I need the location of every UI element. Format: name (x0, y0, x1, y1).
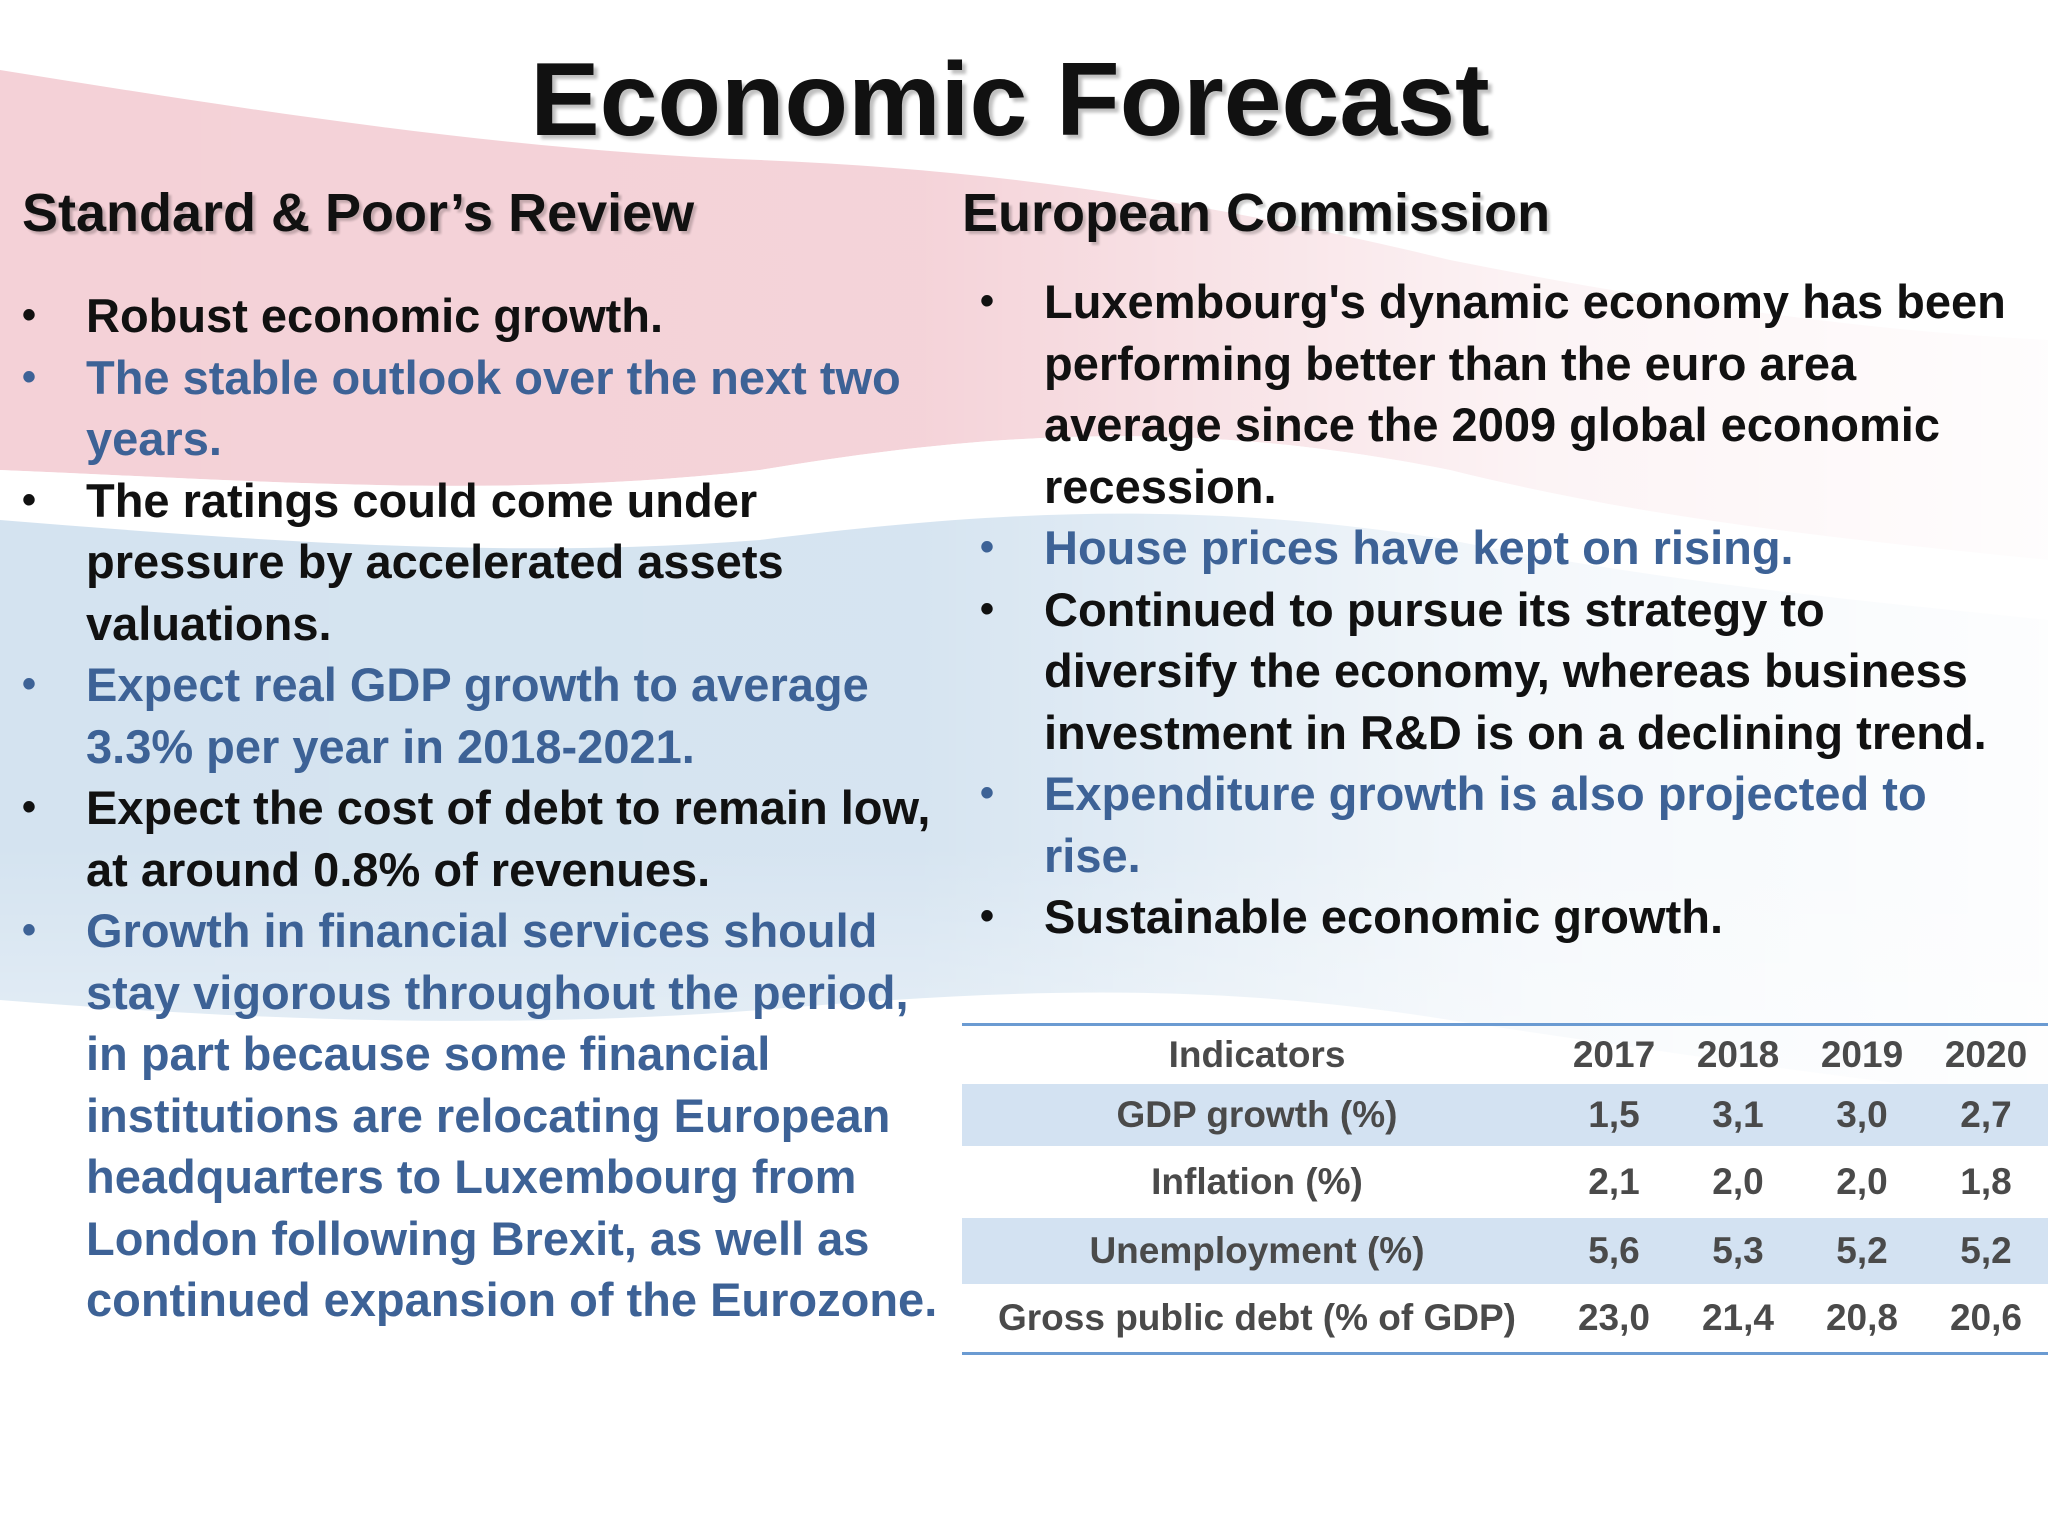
left-bullet-item: • Growth in financial services should st… (22, 900, 942, 1331)
right-bullet-item: • House prices have kept on rising. (980, 517, 2020, 579)
bullet-icon: • (22, 908, 37, 952)
indicators-table: Indicators 2017 2018 2019 2020 GDP growt… (962, 1023, 2048, 1355)
bullet-icon: • (980, 771, 995, 815)
table-cell: 1,8 (1960, 1161, 2012, 1202)
left-bullet-item: • The stable outlook over the next two y… (22, 347, 942, 470)
bullet-text: House prices have kept on rising. (1044, 521, 1794, 574)
row-label: Gross public debt (% of GDP) (997, 1297, 1517, 1338)
table-row: GDP growth (%) 1,5 3,1 3,0 2,7 (962, 1084, 2048, 1146)
column-header-indicators: Indicators (1168, 1034, 1346, 1075)
right-bullet-item: • Continued to pursue its strategy to di… (980, 579, 2020, 764)
bullet-text: Continued to pursue its strategy to dive… (1044, 582, 1987, 759)
bullet-text: Luxembourg's dynamic economy has been pe… (1044, 275, 2006, 513)
table-cell: 5,2 (1836, 1230, 1888, 1271)
slide-title: Economic Forecast (530, 42, 1490, 158)
bullet-text: The ratings could come under pressure by… (86, 473, 784, 650)
right-bullet-item: • Luxembourg's dynamic economy has been … (980, 271, 2020, 517)
table-cell: 23,0 (1577, 1297, 1650, 1338)
bullet-text: Sustainable economic growth. (1044, 890, 1723, 943)
column-header-2017: 2017 (1572, 1034, 1656, 1075)
column-header-2020: 2020 (1944, 1034, 2028, 1075)
table-cell: 21,4 (1701, 1297, 1774, 1338)
table-row: Unemployment (%) 5,6 5,3 5,2 5,2 (962, 1218, 2048, 1284)
column-header-2019: 2019 (1820, 1034, 1904, 1075)
left-column-heading: Standard & Poor’s Review (22, 183, 695, 243)
table-row: Gross public debt (% of GDP) 23,0 21,4 2… (962, 1284, 2048, 1354)
left-bullet-list: • Robust economic growth. • The stable o… (22, 285, 942, 1331)
right-bullet-item: • Expenditure growth is also projected t… (980, 763, 2020, 886)
table-cell: 2,7 (1960, 1094, 2012, 1135)
left-bullet-item: • The ratings could come under pressure … (22, 470, 942, 655)
bullet-text: Expect the cost of debt to remain low, a… (86, 781, 931, 896)
row-label: Inflation (%) (1151, 1161, 1363, 1202)
table-cell: 1,5 (1588, 1094, 1640, 1135)
bullet-icon: • (980, 279, 995, 323)
right-bullet-list: • Luxembourg's dynamic economy has been … (980, 271, 2020, 948)
table-cell: 3,0 (1836, 1094, 1888, 1135)
table-cell: 2,0 (1712, 1161, 1764, 1202)
bullet-icon: • (980, 586, 995, 631)
bullet-text: Expenditure growth is also projected to … (1044, 767, 1927, 882)
bullet-text: The stable outlook over the next two yea… (86, 350, 901, 466)
left-bullet-item: • Robust economic growth. (22, 285, 942, 347)
left-bullet-item: • Expect the cost of debt to remain low,… (22, 777, 942, 900)
right-column-heading: European Commission (962, 183, 1551, 243)
table-cell: 20,6 (1949, 1297, 2022, 1338)
table-cell: 2,0 (1836, 1161, 1888, 1202)
bullet-icon: • (22, 785, 37, 829)
bullet-text: Expect real GDP growth to average 3.3% p… (86, 658, 869, 773)
table-row: Inflation (%) 2,1 2,0 2,0 1,8 (962, 1146, 2048, 1218)
bullet-icon: • (980, 894, 995, 938)
table-cell: 5,3 (1712, 1230, 1764, 1271)
row-label: Unemployment (%) (1089, 1230, 1425, 1271)
row-label: GDP growth (%) (1116, 1094, 1398, 1135)
table-cell: 3,1 (1712, 1094, 1764, 1135)
right-bullet-item: • Sustainable economic growth. (980, 886, 2020, 948)
table-cell: 2,1 (1588, 1161, 1640, 1202)
bullet-text: Growth in financial services should stay… (86, 904, 938, 1326)
left-bullet-item: • Expect real GDP growth to average 3.3%… (22, 654, 942, 777)
bullet-icon: • (22, 662, 37, 706)
bullet-icon: • (22, 477, 37, 522)
table-header-row: Indicators 2017 2018 2019 2020 (962, 1024, 2048, 1085)
bullet-icon: • (22, 354, 37, 399)
column-header-2018: 2018 (1696, 1034, 1780, 1075)
bullet-icon: • (980, 525, 995, 569)
table-cell: 5,6 (1588, 1230, 1640, 1271)
table-cell: 5,2 (1960, 1230, 2012, 1271)
bullet-icon: • (22, 293, 37, 337)
bullet-text: Robust economic growth. (86, 289, 664, 342)
table-cell: 20,8 (1825, 1297, 1898, 1338)
